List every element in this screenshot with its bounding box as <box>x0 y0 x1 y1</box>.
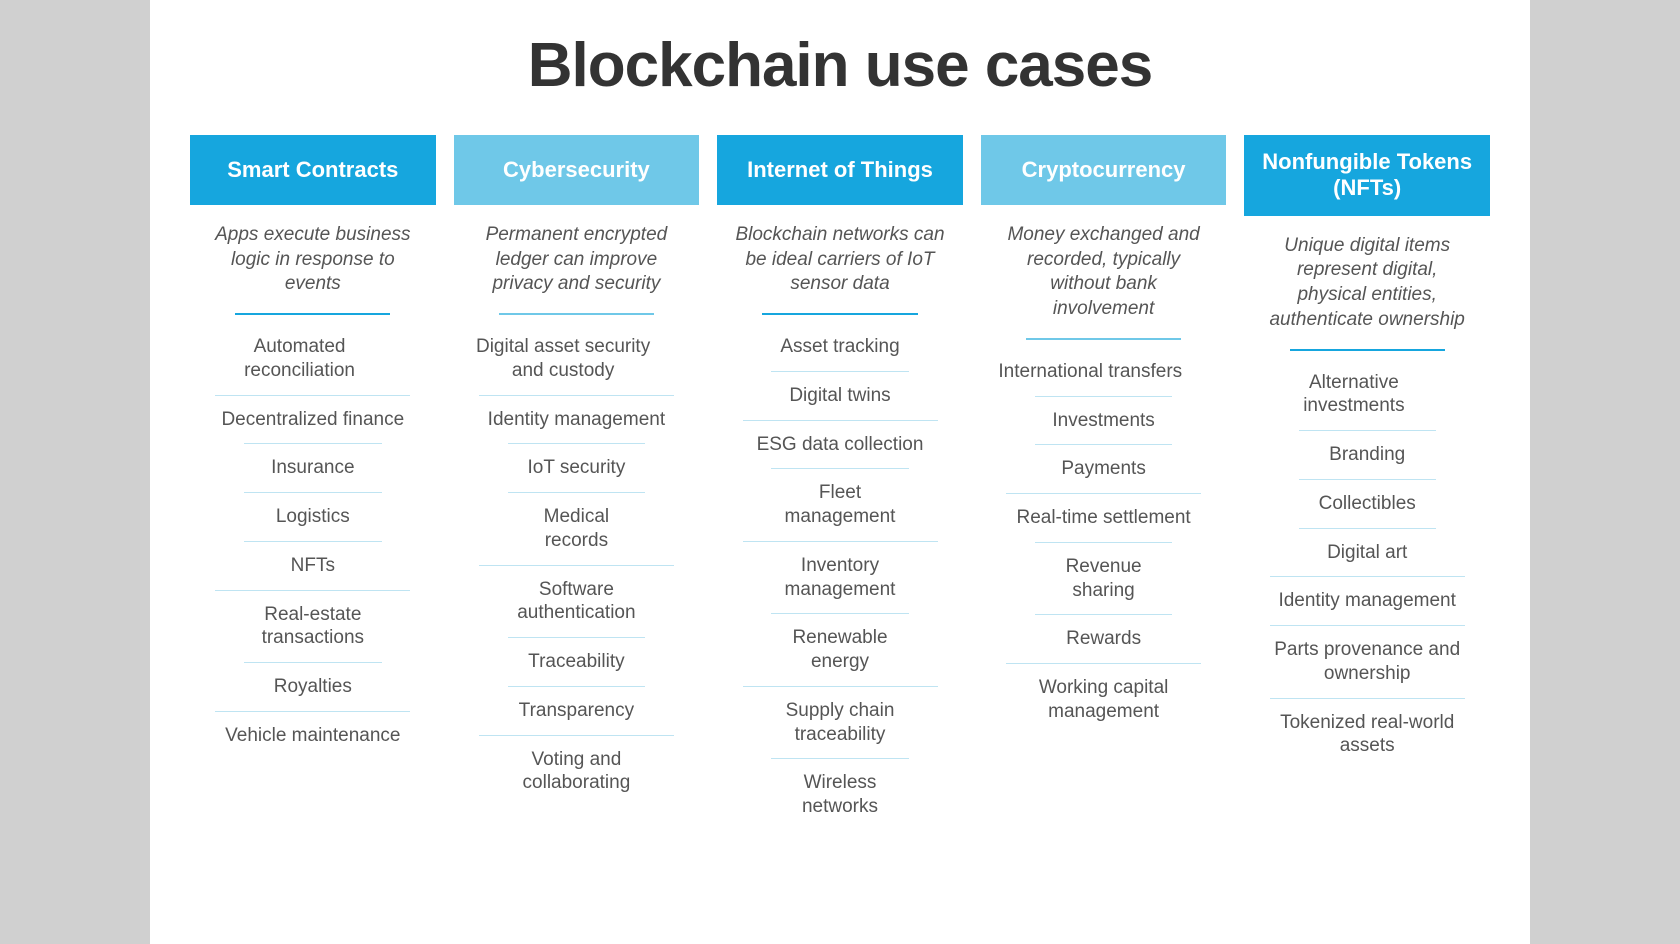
list-item: Supply chain traceability <box>743 686 938 759</box>
list-item: Software authentication <box>479 565 674 638</box>
list-item: Real-estate transactions <box>215 590 410 663</box>
list-item: Collectibles <box>1299 479 1436 528</box>
use-case-list: Digital asset security and custodyIdenti… <box>466 323 688 807</box>
column-body: Apps execute business logic in response … <box>190 205 436 770</box>
list-item: Vehicle maintenance <box>215 711 410 760</box>
column-body: Money exchanged and recorded, typically … <box>981 205 1227 746</box>
list-item: Parts provenance and ownership <box>1270 625 1465 698</box>
list-item: Voting and collaborating <box>479 735 674 808</box>
column-body: Unique digital items represent digital, … <box>1244 216 1490 780</box>
list-item: Automated reconciliation <box>202 323 397 395</box>
list-item: Alternative investments <box>1256 359 1451 431</box>
list-item: ESG data collection <box>743 420 938 469</box>
list-item: International transfers <box>993 348 1188 396</box>
description-divider <box>499 313 654 315</box>
column-description: Blockchain networks can be ideal carrier… <box>729 223 951 313</box>
column-description: Unique digital items represent digital, … <box>1256 234 1478 349</box>
list-item: Medical records <box>508 492 645 565</box>
description-divider <box>762 313 917 315</box>
list-item: Digital art <box>1299 528 1436 577</box>
column-cybersecurity: Cybersecurity Permanent encrypted ledger … <box>454 135 700 841</box>
list-item: Identity management <box>1270 576 1465 625</box>
list-item: Renewable energy <box>771 613 908 686</box>
infographic-canvas: Blockchain use cases Smart Contracts Apps… <box>150 0 1530 944</box>
column-smart-contracts: Smart Contracts Apps execute business log… <box>190 135 436 841</box>
column-description: Apps execute business logic in response … <box>202 223 424 313</box>
use-case-list: International transfersInvestmentsPaymen… <box>993 348 1215 736</box>
list-item: Inventory management <box>743 541 938 614</box>
list-item: Payments <box>1035 444 1172 493</box>
description-divider <box>1290 349 1445 351</box>
page-title: Blockchain use cases <box>190 30 1490 101</box>
use-case-list: Asset trackingDigital twinsESG data coll… <box>729 323 951 831</box>
column-header: Cybersecurity <box>454 135 700 205</box>
list-item: Wireless networks <box>771 758 908 831</box>
column-description: Permanent encrypted ledger can improve p… <box>466 223 688 313</box>
list-item: Identity management <box>479 395 674 444</box>
column-nfts: Nonfungible Tokens (NFTs) Unique digital … <box>1244 135 1490 841</box>
list-item: Revenue sharing <box>1035 542 1172 615</box>
column-header: Nonfungible Tokens (NFTs) <box>1244 135 1490 216</box>
column-header: Internet of Things <box>717 135 963 205</box>
list-item: Decentralized finance <box>215 395 410 444</box>
use-case-list: Alternative investmentsBrandingCollectib… <box>1256 359 1478 771</box>
list-item: Royalties <box>244 662 381 711</box>
list-item: Working capital management <box>1006 663 1201 736</box>
description-divider <box>1026 338 1181 340</box>
list-item: Logistics <box>244 492 381 541</box>
column-cryptocurrency: Cryptocurrency Money exchanged and record… <box>981 135 1227 841</box>
column-body: Permanent encrypted ledger can improve p… <box>454 205 700 817</box>
list-item: Traceability <box>508 637 645 686</box>
column-iot: Internet of Things Blockchain networks ca… <box>717 135 963 841</box>
list-item: Transparency <box>508 686 645 735</box>
description-divider <box>235 313 390 315</box>
list-item: Tokenized real-world assets <box>1270 698 1465 771</box>
list-item: IoT security <box>508 443 645 492</box>
list-item: Digital asset security and custody <box>466 323 661 395</box>
use-case-list: Automated reconciliationDecentralized fi… <box>202 323 424 760</box>
list-item: Real-time settlement <box>1006 493 1201 542</box>
list-item: Insurance <box>244 443 381 492</box>
list-item: Asset tracking <box>729 323 951 371</box>
list-item: NFTs <box>244 541 381 590</box>
list-item: Digital twins <box>771 371 908 420</box>
column-header: Cryptocurrency <box>981 135 1227 205</box>
list-item: Branding <box>1299 430 1436 479</box>
column-header: Smart Contracts <box>190 135 436 205</box>
list-item: Fleet management <box>771 468 908 541</box>
list-item: Investments <box>1035 396 1172 445</box>
column-description: Money exchanged and recorded, typically … <box>993 223 1215 338</box>
columns-container: Smart Contracts Apps execute business log… <box>190 135 1490 841</box>
list-item: Rewards <box>1035 614 1172 663</box>
column-body: Blockchain networks can be ideal carrier… <box>717 205 963 841</box>
